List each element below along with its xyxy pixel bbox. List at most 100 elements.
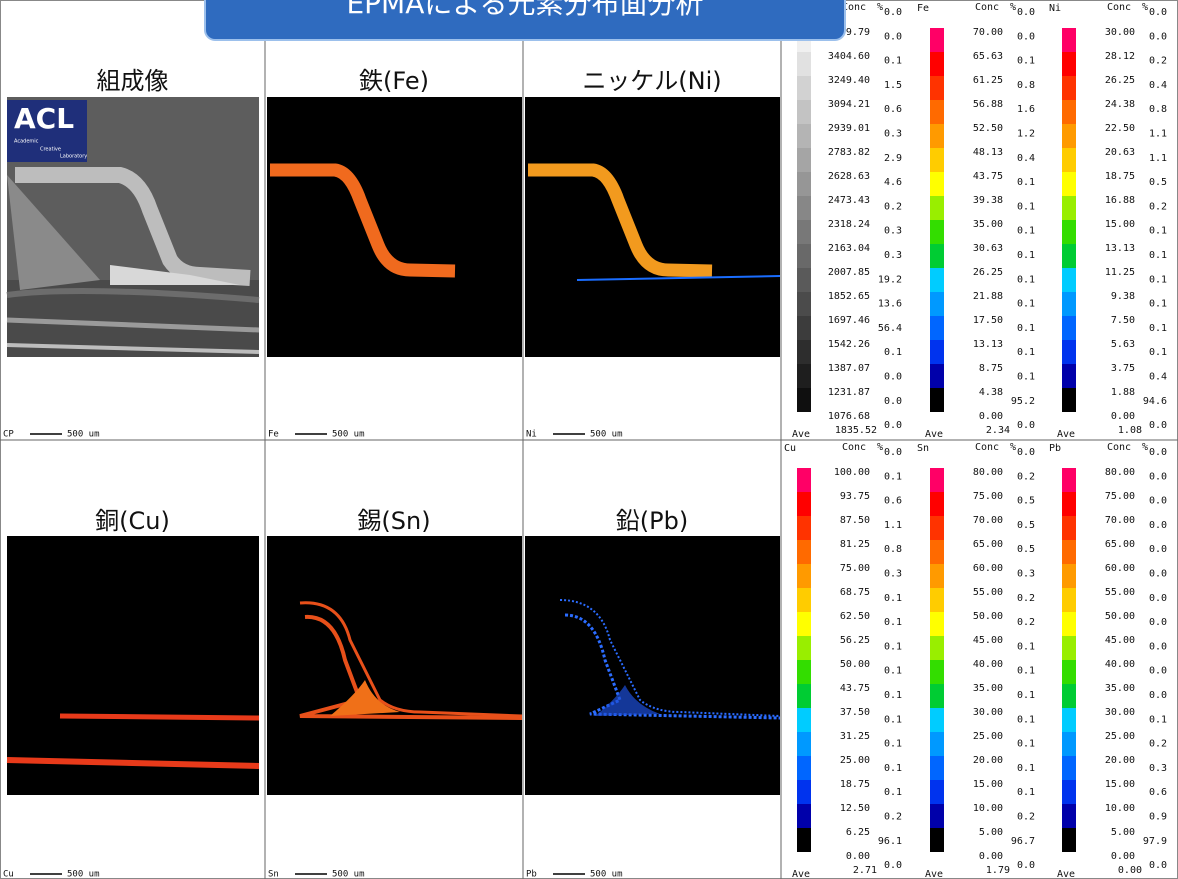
legend-conc: 50.00: [973, 611, 1003, 622]
legend-pct: 0.8: [884, 544, 902, 555]
color-band: [797, 732, 811, 756]
legend-conc: 56.25: [840, 635, 870, 646]
legend-element: Cu: [784, 443, 796, 454]
legend-conc: 18.75: [840, 779, 870, 790]
legend-pct: 2.9: [884, 153, 902, 164]
legend-pct: 0.1: [1017, 177, 1035, 188]
legend-conc: 20.00: [973, 755, 1003, 766]
legend-conc: 20.63: [1105, 147, 1135, 158]
legend-pct: 0.4: [1149, 80, 1167, 91]
legend-ave-label: Ave: [1057, 429, 1075, 440]
legend-conc: 87.50: [840, 515, 870, 526]
legend-conc: 62.50: [840, 611, 870, 622]
legend-conc: 1542.26: [828, 339, 870, 350]
legend-pct: 0.4: [1017, 153, 1035, 164]
legend-conc: 3.75: [1111, 363, 1135, 374]
color-band: [930, 388, 944, 412]
color-band: [1062, 52, 1076, 76]
legend-conc: 2473.43: [828, 195, 870, 206]
legend-ave-label: Ave: [925, 429, 943, 440]
legend-pct: 56.4: [878, 323, 902, 334]
legend-pct-header: %: [877, 442, 883, 453]
map-cu: [6, 536, 260, 795]
legend-pct: 0.8: [1017, 80, 1035, 91]
legend-conc: 39.38: [973, 195, 1003, 206]
legend-pct: 0.3: [884, 129, 902, 140]
scale-text: 500 um: [332, 870, 365, 879]
color-band: [930, 220, 944, 244]
logo-mark: ACL: [14, 102, 74, 135]
legend-pct: 0.0: [1149, 569, 1167, 580]
legend-conc: 8.75: [979, 363, 1003, 374]
legend-conc-header: Conc: [975, 2, 999, 13]
legend-conc: 3559.79: [828, 27, 870, 38]
logo-text: Laboratory: [60, 154, 87, 160]
legend-conc: 0.00: [979, 411, 1003, 422]
color-band: [1062, 612, 1076, 636]
legend-conc: 2628.63: [828, 171, 870, 182]
color-band: [797, 756, 811, 780]
color-band: [797, 780, 811, 804]
legend-conc: 80.00: [973, 467, 1003, 478]
color-band: [797, 588, 811, 612]
legend-conc: 1387.07: [828, 363, 870, 374]
legend-pct: 1.2: [1017, 129, 1035, 140]
legend-pct: 0.1: [1017, 323, 1035, 334]
legend-conc: 48.13: [973, 147, 1003, 158]
legend-pct: 0.1: [1149, 714, 1167, 725]
legend-ave-label: Ave: [792, 429, 810, 440]
color-band: [797, 340, 811, 364]
legend-pct: 0.0: [884, 372, 902, 383]
color-band: [930, 196, 944, 220]
map-ni: [525, 97, 781, 357]
legend-conc: 16.88: [1105, 195, 1135, 206]
legend-pct: 1.1: [1149, 129, 1167, 140]
legend-pct: 0.6: [884, 496, 902, 507]
legend-conc: 22.50: [1105, 123, 1135, 134]
scale-element: Pb: [526, 870, 537, 879]
legend-pct: 0.1: [1149, 299, 1167, 310]
legend-pct: 0.1: [884, 56, 902, 67]
color-band: [930, 708, 944, 732]
legend-pct: 0.2: [1149, 56, 1167, 67]
legend-conc: 10.00: [1105, 803, 1135, 814]
color-band: [1062, 732, 1076, 756]
legend-conc: 3404.60: [828, 51, 870, 62]
color-band: [930, 636, 944, 660]
color-band: [797, 244, 811, 268]
legend-conc: 31.25: [840, 731, 870, 742]
color-band: [1062, 756, 1076, 780]
legend-pct: 0.0: [884, 7, 902, 18]
color-band: [1062, 340, 1076, 364]
title: EPMAによる元素分布面分析: [346, 0, 703, 20]
legend-pct: 0.1: [884, 739, 902, 750]
legend-conc: 40.00: [1105, 659, 1135, 670]
legend-conc: 25.00: [840, 755, 870, 766]
legend-pct: 0.2: [1149, 201, 1167, 212]
color-band: [1062, 292, 1076, 316]
color-band: [797, 828, 811, 852]
legend-ave: 2.34: [986, 425, 1010, 436]
legend-pct: 0.6: [884, 104, 902, 115]
legend-pct: 0.0: [884, 396, 902, 407]
legend-conc: 45.00: [973, 635, 1003, 646]
color-band: [797, 316, 811, 340]
legend-conc: 100.00: [834, 467, 870, 478]
legend-conc: 45.00: [1105, 635, 1135, 646]
legend-conc: 0.00: [1111, 851, 1135, 862]
legend-conc: 65.00: [973, 539, 1003, 550]
legend-conc: 30.63: [973, 243, 1003, 254]
legend-conc: 0.00: [979, 851, 1003, 862]
legend-pct: 0.0: [884, 420, 902, 431]
legend-element: Ni: [1049, 3, 1061, 14]
color-band: [797, 708, 811, 732]
legend-pct: 0.0: [1017, 860, 1035, 871]
title-banner: EPMAによる元素分布面分析: [204, 0, 846, 41]
color-band: [797, 124, 811, 148]
color-band: [1062, 636, 1076, 660]
color-band: [1062, 828, 1076, 852]
color-band: [797, 804, 811, 828]
color-band: [1062, 564, 1076, 588]
legend-pct: 0.0: [1017, 447, 1035, 458]
